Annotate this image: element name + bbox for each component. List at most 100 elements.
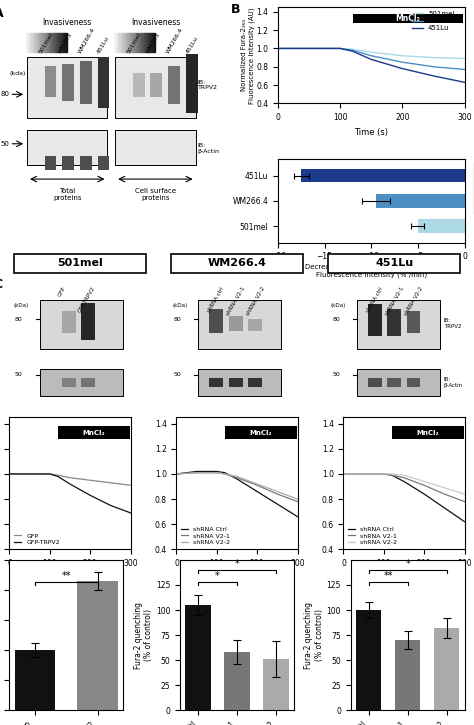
Text: Total
proteins: Total proteins bbox=[53, 188, 82, 202]
WM266.4 bbox=[368, 51, 374, 60]
GFP-TRPV2 bbox=[87, 491, 93, 500]
Bar bbox=[63, 156, 74, 170]
Polygon shape bbox=[55, 33, 56, 52]
Polygon shape bbox=[36, 33, 37, 52]
Y-axis label: Normalized Fura-2₃₆₀
Fluorescence Intensity (AU): Normalized Fura-2₃₆₀ Fluorescence Intens… bbox=[241, 7, 255, 104]
Bar bbox=[115, 130, 196, 165]
GFP-TRPV2 bbox=[55, 472, 61, 481]
501mel bbox=[306, 44, 312, 53]
Text: WM793: WM793 bbox=[146, 31, 162, 54]
Text: (kDa): (kDa) bbox=[331, 302, 346, 307]
Bar bbox=[15, 650, 55, 710]
shRNA V2-2 bbox=[173, 470, 179, 478]
Text: 451Lu: 451Lu bbox=[375, 258, 413, 268]
Line: GFP: GFP bbox=[9, 474, 130, 485]
shRNA V2-1 bbox=[173, 470, 179, 478]
Bar bbox=[395, 640, 420, 710]
Text: shRNA V2-2: shRNA V2-2 bbox=[245, 286, 266, 316]
Text: 50: 50 bbox=[332, 373, 340, 377]
Polygon shape bbox=[112, 33, 114, 52]
shRNA V2-2 bbox=[421, 477, 427, 486]
shRNA Ctrl bbox=[361, 470, 366, 478]
Bar bbox=[45, 66, 56, 96]
Text: 80: 80 bbox=[15, 318, 23, 322]
WM266.4 bbox=[337, 44, 343, 53]
Text: **: ** bbox=[383, 571, 393, 581]
Polygon shape bbox=[41, 33, 43, 52]
shRNA Ctrl bbox=[295, 513, 301, 521]
Text: 50: 50 bbox=[0, 141, 9, 146]
451Lu bbox=[350, 47, 356, 56]
Text: 451Lu: 451Lu bbox=[185, 36, 199, 54]
shRNA V2-2 bbox=[389, 470, 395, 478]
shRNA V2-2 bbox=[361, 470, 366, 478]
Polygon shape bbox=[34, 33, 36, 52]
Text: Cell surface
proteins: Cell surface proteins bbox=[135, 188, 176, 202]
451Lu bbox=[430, 72, 436, 80]
GFP bbox=[108, 478, 113, 487]
Polygon shape bbox=[115, 33, 117, 52]
451Lu bbox=[337, 44, 343, 53]
Text: shRNA V2-1: shRNA V2-1 bbox=[384, 286, 405, 316]
Text: IB:
TRPV2: IB: TRPV2 bbox=[444, 318, 461, 329]
X-axis label: Time (s): Time (s) bbox=[354, 128, 388, 136]
501mel bbox=[368, 48, 374, 57]
Bar bbox=[27, 57, 108, 118]
Text: 501mel: 501mel bbox=[126, 32, 142, 54]
Text: WM266.4: WM266.4 bbox=[165, 27, 184, 54]
Text: WM266.4: WM266.4 bbox=[77, 27, 96, 54]
Bar bbox=[210, 309, 223, 334]
Polygon shape bbox=[46, 33, 47, 52]
shRNA V2-1 bbox=[255, 481, 260, 489]
Bar bbox=[199, 300, 281, 349]
Text: shRNA ctrl: shRNA ctrl bbox=[365, 286, 384, 313]
Text: C: C bbox=[0, 278, 2, 291]
501mel bbox=[400, 51, 405, 60]
Line: GFP-TRPV2: GFP-TRPV2 bbox=[9, 474, 130, 513]
Text: 80: 80 bbox=[173, 318, 182, 322]
WM266.4 bbox=[400, 58, 405, 67]
shRNA V2-1 bbox=[295, 497, 301, 506]
Bar bbox=[229, 316, 243, 331]
shRNA Ctrl bbox=[341, 470, 346, 478]
Polygon shape bbox=[125, 33, 127, 52]
Bar bbox=[356, 610, 381, 710]
Line: 451Lu: 451Lu bbox=[278, 49, 465, 83]
Bar bbox=[407, 312, 420, 334]
shRNA V2-2 bbox=[255, 480, 260, 489]
GFP-TRPV2 bbox=[67, 480, 73, 489]
451Lu bbox=[462, 78, 467, 87]
Line: shRNA V2-1: shRNA V2-1 bbox=[344, 474, 465, 502]
Polygon shape bbox=[121, 33, 122, 52]
Polygon shape bbox=[134, 33, 135, 52]
GFP bbox=[67, 473, 73, 482]
Polygon shape bbox=[27, 33, 28, 52]
shRNA Ctrl bbox=[401, 477, 407, 486]
Text: (kda): (kda) bbox=[9, 70, 26, 75]
Text: Invasiveness: Invasiveness bbox=[43, 18, 92, 28]
Bar bbox=[133, 73, 145, 96]
shRNA V2-2 bbox=[222, 470, 228, 478]
Text: WM266.4: WM266.4 bbox=[208, 258, 266, 268]
Legend: shRNA Ctrl, shRNA V2-1, shRNA V2-2: shRNA Ctrl, shRNA V2-1, shRNA V2-2 bbox=[346, 526, 399, 546]
Text: 80: 80 bbox=[332, 318, 340, 322]
Polygon shape bbox=[127, 33, 128, 52]
shRNA Ctrl bbox=[274, 500, 280, 508]
501mel bbox=[430, 53, 436, 62]
Polygon shape bbox=[31, 33, 33, 52]
Polygon shape bbox=[151, 33, 153, 52]
shRNA V2-1 bbox=[441, 489, 447, 498]
501mel bbox=[275, 44, 281, 53]
GFP bbox=[55, 471, 61, 479]
shRNA V2-1 bbox=[462, 497, 467, 506]
shRNA V2-2 bbox=[462, 489, 467, 498]
Legend: shRNA Ctrl, shRNA V2-1, shRNA V2-2: shRNA Ctrl, shRNA V2-1, shRNA V2-2 bbox=[180, 526, 232, 546]
Bar bbox=[45, 156, 56, 170]
Bar bbox=[418, 219, 465, 233]
451Lu bbox=[400, 65, 405, 73]
Polygon shape bbox=[50, 33, 52, 52]
Line: WM266.4: WM266.4 bbox=[278, 49, 465, 70]
Bar bbox=[368, 304, 382, 336]
Polygon shape bbox=[137, 33, 138, 52]
shRNA V2-1 bbox=[401, 473, 407, 482]
